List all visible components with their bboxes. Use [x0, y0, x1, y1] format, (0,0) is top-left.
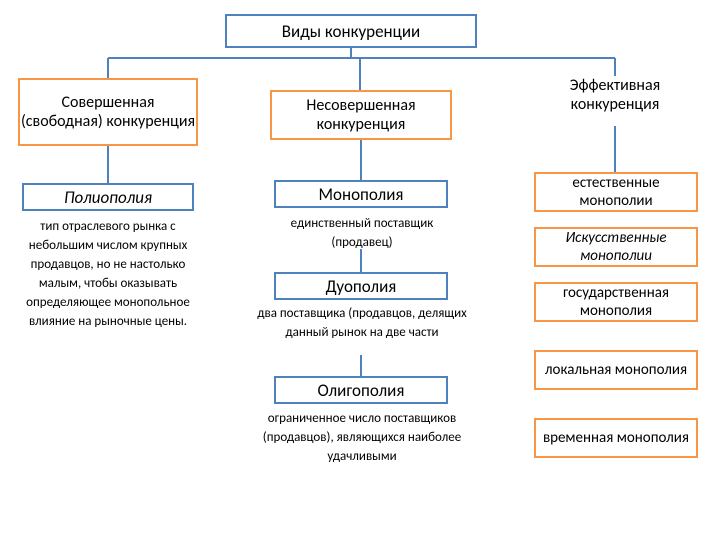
col2-sub1: Монополия: [274, 180, 448, 208]
col2-sub3-text: Олигополия: [318, 380, 405, 401]
col2-heading: Несовершенная конкуренция: [270, 90, 452, 140]
col2-desc1: единственный поставщик (продавец): [262, 213, 462, 249]
col2-heading-text: Несовершенная конкуренция: [272, 96, 450, 134]
title-text: Виды конкуренции: [282, 21, 420, 42]
col2-desc3: ограниченное число поставщиков (продавцо…: [262, 408, 462, 478]
col2-desc2: два поставщика (продавцов, делящих данны…: [252, 303, 472, 355]
title-box: Виды конкуренции: [225, 14, 477, 48]
col2-sub2-text: Дуополия: [326, 276, 397, 297]
col3-item2-text: Искусственные монополии: [536, 229, 696, 265]
col2-sub3: Олигополия: [274, 376, 448, 404]
col2-sub2: Дуополия: [274, 272, 448, 300]
col3-heading-text: Эффективная конкуренция: [570, 76, 660, 114]
col3-heading: Эффективная конкуренция: [532, 76, 698, 126]
col3-item1: естественные монополии: [534, 172, 698, 212]
col2-desc3-text: ограниченное число поставщиков (продавцо…: [263, 411, 461, 464]
col3-item5: временная монополия: [534, 418, 698, 458]
col2-desc1-text: единственный поставщик (продавец): [291, 216, 434, 250]
col2-desc2-text: два поставщика (продавцов, делящих данны…: [257, 306, 467, 340]
col3-item1-text: естественные монополии: [536, 174, 696, 210]
col1-desc: тип отраслевого рынка с небольшим числом…: [18, 216, 198, 326]
col3-item4: локальная монополия: [534, 350, 698, 390]
col1-sub-text: Полиополия: [64, 187, 152, 208]
col3-item3: государственная монополия: [534, 282, 698, 322]
col3-item2: Искусственные монополии: [534, 227, 698, 267]
col3-item3-text: государственная монополия: [536, 284, 696, 320]
col3-item5-text: временная монополия: [543, 429, 689, 447]
col1-desc-text: тип отраслевого рынка с небольшим числом…: [26, 219, 190, 329]
col2-sub1-text: Монополия: [319, 184, 404, 205]
col1-heading-text: Совершенная (свободная) конкуренция: [20, 93, 196, 131]
col1-heading: Совершенная (свободная) конкуренция: [18, 78, 198, 146]
col3-item4-text: локальная монополия: [545, 361, 687, 379]
col1-sub: Полиополия: [22, 183, 194, 211]
